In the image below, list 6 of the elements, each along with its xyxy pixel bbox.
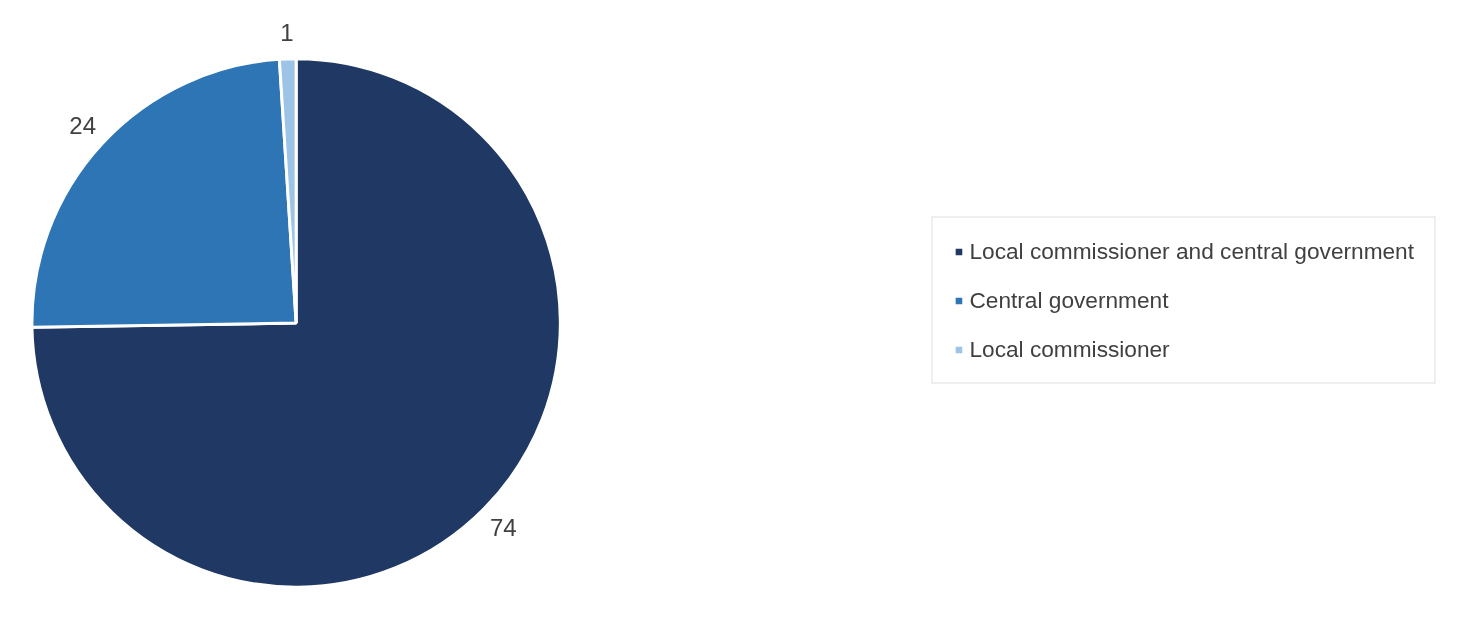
legend-label: Local commissioner and central government (969, 237, 1414, 265)
data-label: 1 (280, 18, 294, 46)
data-label: 24 (69, 112, 96, 140)
data-label: 74 (489, 513, 517, 541)
legend-label: Local commissioner (969, 335, 1170, 363)
legend-label: Central government (969, 286, 1169, 314)
